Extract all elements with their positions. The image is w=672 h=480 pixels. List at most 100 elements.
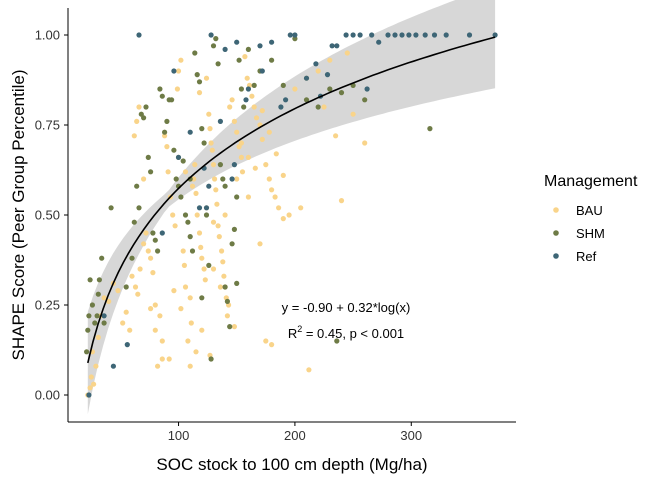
point-bau [292,86,298,92]
point-bau [188,320,194,326]
point-shm [215,61,221,67]
point-bau [217,284,223,290]
point-bau [222,212,228,218]
point-shm [134,183,140,189]
point-ref [466,32,473,38]
point-bau [175,68,182,74]
point-shm [96,277,102,283]
point-ref [369,32,375,38]
legend-key-shm [553,230,559,236]
point-ref [222,46,228,53]
point-bau [199,327,205,333]
point-bau [157,313,163,319]
point-bau [170,212,176,218]
point-bau [210,266,217,272]
point-shm [194,72,200,78]
point-shm [99,255,105,261]
point-bau [333,133,339,139]
point-bau [159,356,165,362]
point-bau [123,309,129,315]
point-ref [303,75,310,81]
point-bau [263,338,269,344]
point-bau [298,205,304,211]
point-shm [108,205,114,211]
point-bau [253,115,260,121]
point-bau [106,298,112,304]
point-bau [166,356,172,362]
point-bau [207,126,213,132]
point-shm [87,277,93,283]
point-ref [406,32,412,38]
point-shm [86,313,92,319]
point-ref [278,104,284,110]
point-shm [162,129,168,135]
point-shm [185,219,191,225]
point-shm [234,280,240,286]
confidence-band [87,0,496,415]
point-ref [171,68,177,74]
point-bau [239,169,246,175]
point-ref [443,32,449,38]
point-bau [252,165,258,171]
point-bau [234,129,240,135]
y-tick-label: 0.75 [35,118,60,133]
point-ref [203,205,210,211]
point-shm [94,313,100,319]
point-shm [206,262,212,268]
point-shm [192,50,198,56]
point-bau [187,295,193,301]
point-ref [492,32,498,38]
point-ref [229,176,235,182]
point-bau [208,140,214,146]
point-bau [266,176,272,182]
point-shm [85,327,91,333]
legend-title: Management [544,173,638,190]
point-shm [210,43,217,49]
point-ref [357,32,363,38]
point-bau [155,363,161,369]
fit-equation: y = -0.90 + 0.32*log(x) [282,300,411,315]
point-bau [152,302,158,308]
point-bau [266,129,272,135]
point-bau [219,248,225,254]
point-bau [88,374,94,380]
point-shm [334,338,340,344]
point-shm [189,248,196,254]
point-shm [213,36,219,42]
point-shm [199,295,205,301]
point-ref [343,32,349,38]
point-bau [95,334,101,340]
point-bau [171,288,177,294]
point-shm [201,140,207,146]
point-shm [159,93,165,99]
point-bau [350,111,356,117]
point-ref [206,183,212,189]
point-bau [276,205,282,211]
point-bau [182,284,189,290]
legend-label-shm: SHM [576,226,605,241]
point-bau [194,212,200,218]
point-ref [392,32,398,38]
point-shm [280,82,286,88]
point-shm [129,255,135,261]
point-bau [181,262,187,268]
point-shm [241,104,247,110]
point-bau [129,273,135,279]
point-shm [169,97,175,103]
point-bau [224,313,230,319]
point-bau [136,104,142,110]
point-bau [93,363,99,369]
point-bau [251,104,257,110]
point-bau [91,381,97,387]
point-shm [222,183,228,189]
point-shm [217,162,223,168]
point-ref [259,68,265,74]
r2-superscript: 2 [297,324,302,334]
y-axis-label: SHAPE Score (Peer Group Percentile) [9,69,28,360]
point-bau [141,176,147,182]
point-bau [242,54,248,60]
point-bau [141,241,147,247]
point-bau [259,108,265,114]
point-shm [245,46,251,53]
point-bau [220,259,226,265]
